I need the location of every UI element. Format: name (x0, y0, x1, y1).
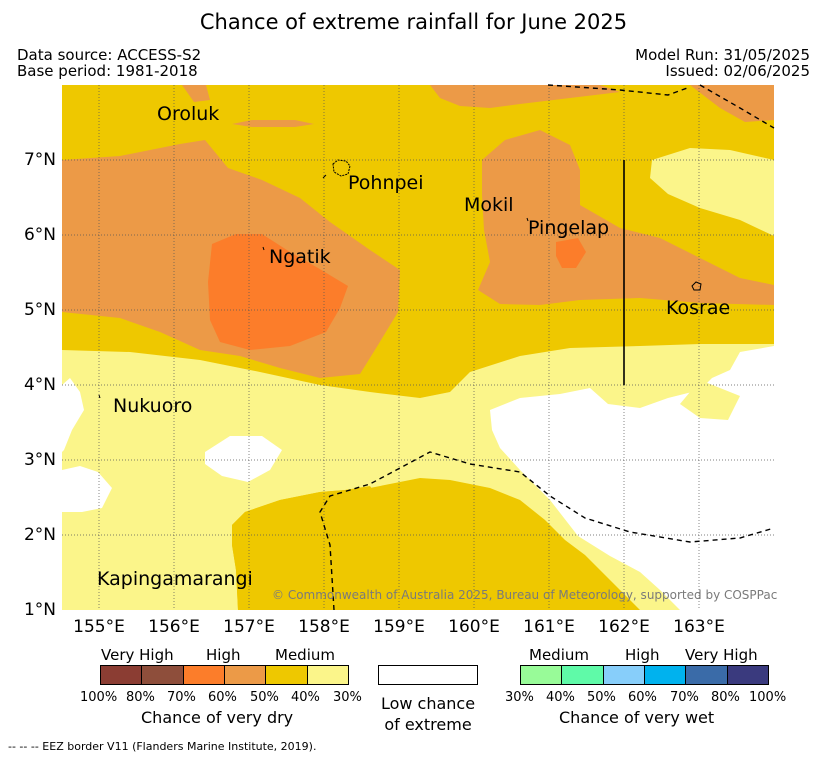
dry-legend-swatch (182, 665, 225, 685)
place-label-ngatik: Ngatik (269, 246, 331, 268)
place-label-kosrae: Kosrae (666, 297, 731, 319)
wet-legend-swatch (561, 665, 604, 685)
lon-tick: 160°E (448, 617, 500, 637)
region-low-east-inner (680, 380, 740, 420)
region-highest-ngatik (208, 234, 348, 350)
region-none-west (62, 378, 84, 452)
dry-legend-very-high: Very High (101, 646, 174, 664)
low-chance-label: Low chance of extreme (370, 693, 486, 735)
lon-tick: 163°E (673, 617, 725, 637)
lon-tick: 162°E (598, 617, 650, 637)
wet-legend-swatch (726, 665, 769, 685)
wet-legend-tick: 80% (711, 690, 740, 705)
wet-legend-tick: 50% (587, 690, 616, 705)
wet-legend-swatch (602, 665, 645, 685)
eez-footnote: -- -- -- EEZ border V11 (Flanders Marine… (8, 740, 317, 753)
data-source-info: Data source: ACCESS-S2 Base period: 1981… (17, 47, 201, 79)
lat-tick: 6°N (23, 225, 56, 245)
dry-legend-tick: 60% (208, 690, 237, 705)
data-source: Data source: ACCESS-S2 (17, 46, 202, 64)
low-chance-line2: of extreme (384, 715, 472, 734)
lon-tick: 157°E (223, 617, 275, 637)
wet-legend-tick: 60% (628, 690, 657, 705)
place-label-pohnpei: Pohnpei (348, 172, 424, 194)
region-none-west2 (62, 466, 112, 512)
wet-legend-tick: 40% (546, 690, 575, 705)
dry-legend-tick: 30% (333, 690, 362, 705)
wet-legend-tick: 30% (505, 690, 534, 705)
place-label-mokil: Mokil (464, 194, 514, 216)
region-highest-pingelap (556, 238, 586, 268)
low-chance-swatch (378, 665, 478, 685)
lon-tick: 155°E (73, 617, 125, 637)
kosrae-island (691, 281, 702, 291)
dry-legend-tick: 80% (126, 690, 155, 705)
lon-tick: 156°E (148, 617, 200, 637)
lat-tick: 1°N (23, 600, 56, 620)
wet-legend-swatch (644, 665, 687, 685)
wet-legend-swatch (520, 665, 563, 685)
wet-legend-title: Chance of very wet (559, 708, 715, 727)
pohnpei-island (332, 159, 351, 177)
eez-borders (319, 84, 775, 611)
copyright-credit: © Commonwealth of Australia 2025, Bureau… (272, 588, 778, 602)
dry-legend-title: Chance of very dry (141, 708, 294, 727)
dry-legend-tick: 40% (291, 690, 320, 705)
model-run: Model Run: 31/05/2025 (635, 46, 810, 64)
issued-date: Issued: 02/06/2025 (665, 62, 810, 80)
dry-legend-swatch (100, 665, 143, 685)
region-high-oroluk (182, 85, 210, 102)
lon-tick: 158°E (298, 617, 350, 637)
wet-legend-high: High (625, 646, 660, 664)
dry-legend-tick: 70% (167, 690, 196, 705)
wet-legend-very-high: Very High (685, 646, 758, 664)
dry-legend-tick: 50% (250, 690, 279, 705)
lon-tick: 159°E (373, 617, 425, 637)
place-label-kapingamarangi: Kapingamarangi (97, 568, 253, 590)
island-outlines (98, 159, 702, 399)
wet-legend-medium: Medium (529, 646, 589, 664)
wet-legend-swatch (685, 665, 728, 685)
region-none-mid (205, 436, 282, 482)
dry-legend-high: High (206, 646, 241, 664)
dry-legend-tick: 100% (80, 690, 118, 705)
lat-tick: 2°N (23, 525, 56, 545)
region-high-east (478, 130, 774, 305)
region-medium-south (232, 486, 584, 610)
wet-legend-tick: 100% (749, 690, 787, 705)
lat-tick: 7°N (23, 150, 56, 170)
region-high-stripe (232, 120, 314, 127)
wet-legend-tick: 70% (670, 690, 699, 705)
dry-legend-swatch (224, 665, 267, 685)
lat-tick: 3°N (23, 450, 56, 470)
chart-title: Chance of extreme rainfall for June 2025 (199, 10, 628, 34)
place-label-oroluk: Oroluk (157, 103, 220, 125)
lat-tick: 4°N (23, 375, 56, 395)
map-fill-regions (62, 85, 774, 610)
dry-legend-medium: Medium (275, 646, 335, 664)
place-label-pingelap: Pingelap (528, 217, 610, 239)
region-low-east (650, 148, 774, 236)
dry-legend-swatch (306, 665, 349, 685)
region-high-north (430, 85, 620, 108)
dry-legend-swatch (265, 665, 308, 685)
dry-legend-swatch (141, 665, 184, 685)
lat-tick: 5°N (23, 300, 56, 320)
lon-tick: 161°E (523, 617, 575, 637)
low-chance-line1: Low chance (380, 694, 476, 713)
base-period: Base period: 1981-2018 (17, 62, 198, 80)
place-label-nukuoro: Nukuoro (113, 395, 193, 417)
model-run-info: Model Run: 31/05/2025 Issued: 02/06/2025 (635, 47, 810, 79)
